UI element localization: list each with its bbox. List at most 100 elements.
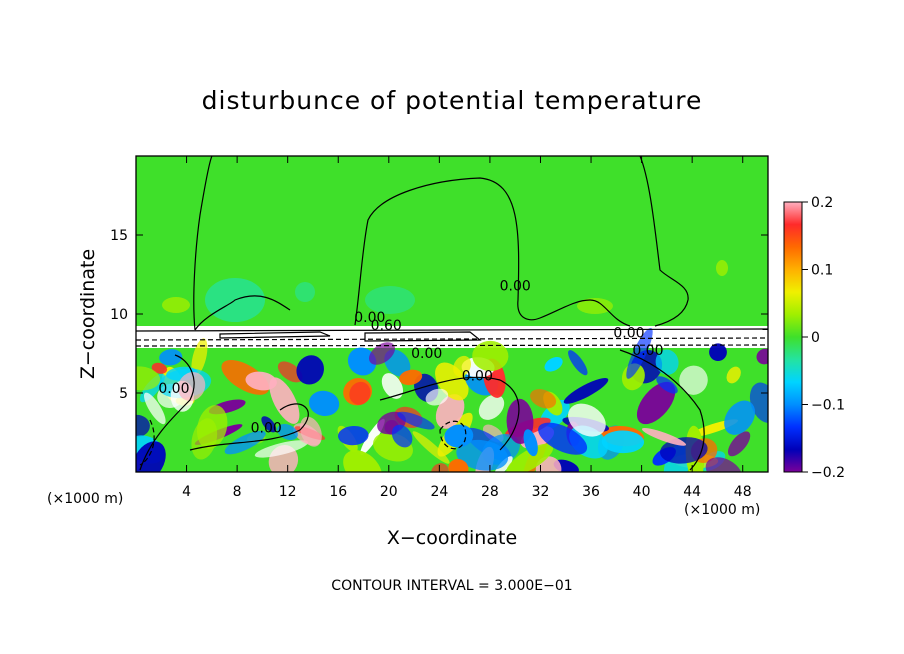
eddy: [296, 355, 324, 385]
eddy: [626, 327, 653, 379]
eddy: [641, 428, 687, 446]
x-tick-label: 32: [532, 484, 550, 500]
contour-label: 0.60: [371, 318, 402, 334]
eddy: [709, 343, 727, 362]
contour-lines: [136, 156, 768, 471]
eddy: [535, 456, 562, 472]
contour-label: 0.00: [500, 278, 531, 294]
eddy: [261, 416, 277, 433]
heatmap-field: 0.000.600.000.000.000.000.000.000.00: [136, 156, 768, 472]
x-tick-label: 40: [633, 484, 651, 500]
contour-line: [364, 331, 482, 342]
contour-line: [439, 420, 467, 450]
eddy: [397, 411, 435, 430]
upper-blob: [716, 260, 728, 276]
colorbar-tick-label: 0.2: [811, 195, 833, 211]
eddy: [494, 456, 513, 472]
x-unit-label-left: (×1000 m): [47, 491, 124, 507]
x-axis-label: X−coordinate: [386, 527, 518, 549]
contour-label: 0.00: [613, 326, 644, 342]
contour-line: [219, 331, 331, 339]
contour-line: [193, 156, 213, 331]
eddy: [151, 362, 168, 374]
contour-line: [136, 344, 768, 347]
colorbar-tick-label: −0.1: [811, 398, 845, 414]
eddy: [724, 400, 756, 435]
x-unit-label-right: (×1000 m): [684, 502, 761, 518]
eddy: [444, 424, 474, 448]
eddy: [143, 392, 166, 425]
eddy: [655, 349, 679, 375]
eddy: [478, 394, 505, 420]
contour-label: 0.00: [632, 343, 663, 359]
eddy: [659, 437, 708, 464]
eddy: [568, 350, 588, 376]
x-tick-label: 8: [233, 484, 242, 500]
contour-line: [619, 349, 705, 471]
upper-blob: [365, 286, 415, 314]
inversion-band: [136, 326, 768, 348]
eddy: [136, 414, 150, 438]
x-tick-label: 4: [182, 484, 191, 500]
eddy: [308, 390, 340, 416]
eddy: [368, 342, 396, 365]
eddy: [756, 348, 768, 365]
turbulent-eddies: [136, 327, 768, 472]
eddy: [245, 371, 277, 391]
contour-labels: 0.000.600.000.000.000.000.000.000.00: [158, 278, 663, 436]
contour-line: [379, 376, 520, 451]
contour-line: [354, 177, 631, 327]
x-axis-ticks: 4 8 12 16 20 24 28 32 36 40 44 48: [182, 156, 752, 500]
eddy: [391, 424, 413, 448]
eddy: [347, 347, 377, 376]
eddy: [544, 357, 563, 372]
y-tick-label: 10: [110, 307, 128, 323]
y-tick-label: 15: [110, 228, 128, 244]
eddy: [448, 458, 469, 472]
eddy: [338, 425, 369, 446]
x-tick-label: 24: [430, 484, 448, 500]
colorbar-tick-label: 0.1: [811, 263, 833, 279]
eddy: [269, 377, 300, 424]
eddy: [727, 431, 751, 457]
x-tick-label: 28: [481, 484, 499, 500]
upper-blob: [162, 297, 190, 313]
contour-line: [136, 337, 768, 341]
x-tick-label: 12: [279, 484, 297, 500]
contour-line: [194, 295, 291, 331]
colorbar-tick-label: 0: [811, 330, 820, 346]
colorbar-tick-label: −0.2: [811, 465, 845, 481]
eddy: [453, 355, 471, 377]
contour-line: [139, 419, 155, 466]
eddy: [191, 418, 218, 460]
eddy: [472, 340, 509, 372]
eddy: [136, 366, 161, 391]
upper-blob: [577, 298, 613, 314]
y-axis-ticks: 5 10 15: [110, 228, 768, 402]
eddy: [381, 373, 404, 399]
eddy: [412, 431, 450, 464]
eddy: [538, 422, 588, 455]
eddy: [726, 366, 741, 384]
eddy: [563, 378, 609, 404]
eddy: [530, 389, 557, 409]
eddy: [506, 443, 554, 472]
eddy: [277, 361, 303, 383]
contour-label: 0.00: [354, 310, 385, 326]
x-tick-label: 48: [734, 484, 752, 500]
eddy: [191, 338, 208, 377]
contour-line: [139, 354, 195, 471]
eddy: [523, 429, 538, 457]
contour-line: [136, 328, 768, 332]
eddy: [425, 388, 449, 406]
contour-label: 0.00: [251, 421, 282, 437]
eddy: [749, 382, 768, 423]
eddy: [399, 369, 423, 386]
colorbar: [783, 201, 803, 473]
contour-label: 0.00: [411, 346, 442, 362]
contour-line: [189, 403, 309, 451]
eddy: [254, 440, 309, 458]
eddy: [656, 376, 678, 394]
contour-interval-note: CONTOUR INTERVAL = 3.000E−01: [331, 578, 573, 594]
